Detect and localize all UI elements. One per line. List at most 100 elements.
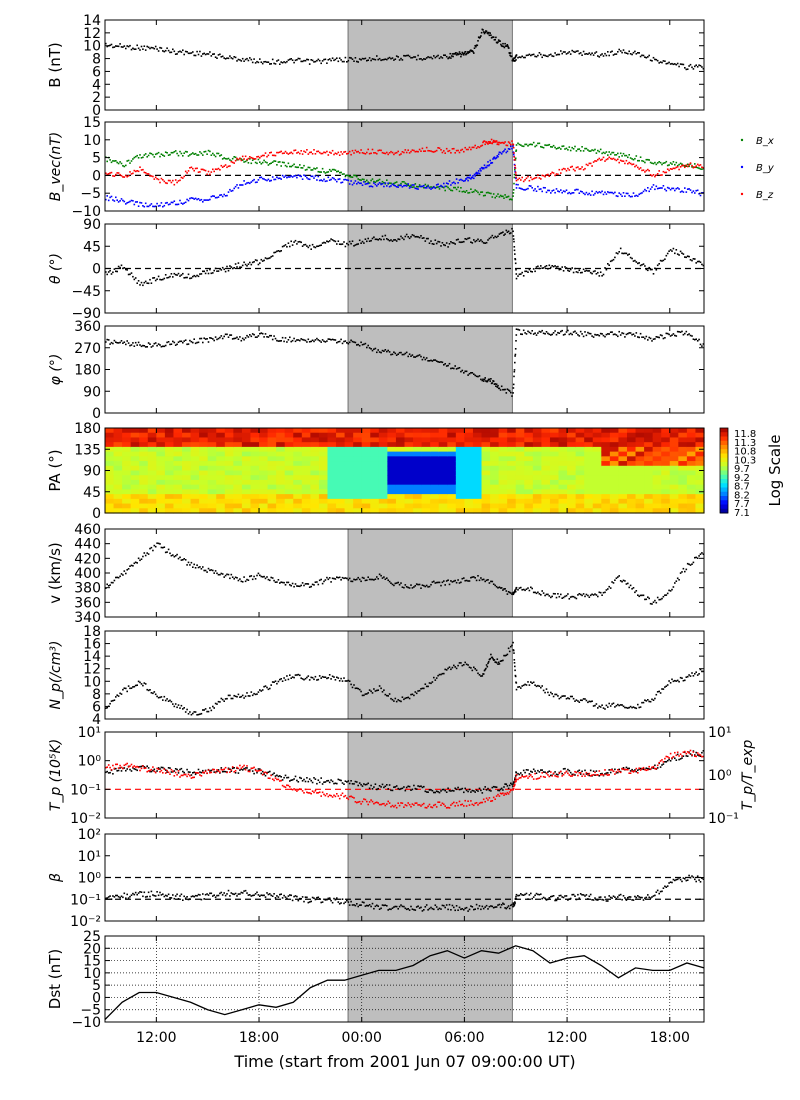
data-point bbox=[639, 332, 642, 335]
heatmap-cell bbox=[438, 442, 448, 448]
data-point bbox=[417, 236, 419, 238]
data-point bbox=[296, 59, 298, 61]
data-point bbox=[447, 667, 449, 670]
heatmap-cell bbox=[199, 437, 209, 443]
heatmap-cell bbox=[284, 484, 294, 490]
data-point bbox=[647, 168, 649, 171]
data-point bbox=[696, 557, 699, 559]
data-point bbox=[617, 195, 619, 198]
data-point bbox=[498, 141, 501, 144]
data-point bbox=[472, 50, 474, 53]
data-point bbox=[698, 338, 700, 341]
data-point bbox=[259, 332, 261, 335]
y-tick-label: −5 bbox=[80, 186, 101, 202]
heatmap-cell bbox=[395, 470, 406, 476]
data-point bbox=[483, 669, 486, 672]
data-point bbox=[469, 174, 471, 177]
data-point bbox=[314, 60, 317, 63]
heatmap-cell bbox=[241, 484, 252, 490]
data-point bbox=[394, 152, 397, 154]
data-point bbox=[317, 245, 320, 247]
data-point bbox=[194, 275, 197, 278]
data-point bbox=[481, 240, 484, 243]
heatmap-cell bbox=[156, 428, 166, 434]
heatmap-cell bbox=[669, 437, 679, 443]
data-point bbox=[510, 143, 512, 146]
data-point bbox=[136, 154, 138, 157]
heatmap-cell bbox=[455, 461, 465, 467]
data-point bbox=[597, 55, 599, 57]
heatmap-cell bbox=[472, 437, 483, 443]
data-point bbox=[160, 546, 163, 549]
data-point bbox=[507, 141, 510, 143]
heatmap-cell bbox=[686, 508, 697, 514]
heatmap-cell bbox=[267, 465, 277, 472]
data-point bbox=[126, 269, 128, 271]
data-point bbox=[414, 236, 417, 238]
data-point bbox=[622, 49, 625, 51]
data-point bbox=[370, 690, 372, 693]
heatmap-cell bbox=[575, 498, 585, 505]
data-point bbox=[368, 182, 371, 184]
data-point bbox=[656, 162, 659, 164]
data-point bbox=[119, 173, 121, 176]
heatmap-cell bbox=[250, 437, 260, 443]
data-point bbox=[567, 192, 569, 195]
data-point bbox=[511, 147, 513, 150]
data-point bbox=[569, 53, 572, 55]
data-point bbox=[411, 184, 414, 186]
heatmap-cell bbox=[618, 451, 628, 457]
data-point bbox=[336, 170, 338, 173]
data-point bbox=[440, 184, 442, 187]
data-point bbox=[237, 693, 240, 696]
data-point bbox=[274, 178, 277, 181]
heatmap-cell bbox=[378, 461, 388, 467]
data-point bbox=[331, 149, 334, 152]
data-point bbox=[599, 54, 602, 56]
data-point bbox=[604, 191, 606, 194]
heatmap-cell bbox=[344, 442, 354, 448]
data-point bbox=[535, 334, 538, 336]
data-point bbox=[360, 179, 362, 181]
heatmap-cell bbox=[695, 428, 705, 434]
heatmap-cell bbox=[207, 470, 217, 476]
data-point bbox=[350, 153, 352, 156]
data-point bbox=[203, 151, 205, 153]
data-point bbox=[166, 551, 168, 553]
data-point bbox=[183, 707, 185, 709]
heatmap-cell bbox=[105, 479, 115, 486]
data-point bbox=[621, 580, 623, 583]
data-point bbox=[634, 591, 636, 594]
data-point bbox=[450, 189, 452, 192]
data-point bbox=[401, 696, 404, 698]
data-point bbox=[437, 186, 439, 188]
data-point bbox=[177, 341, 180, 343]
data-point bbox=[550, 192, 552, 194]
heatmap-cell bbox=[515, 437, 525, 443]
data-point bbox=[410, 150, 412, 153]
data-point bbox=[192, 566, 194, 568]
colorbar-segment bbox=[720, 457, 728, 463]
data-point bbox=[156, 542, 158, 544]
data-point bbox=[368, 152, 371, 155]
data-point bbox=[560, 50, 562, 52]
data-point bbox=[254, 158, 257, 160]
data-point bbox=[669, 188, 672, 191]
data-point bbox=[387, 349, 389, 352]
heatmap-cell bbox=[661, 465, 671, 472]
data-point bbox=[169, 51, 171, 54]
data-point bbox=[279, 340, 281, 342]
data-point bbox=[645, 158, 648, 161]
heatmap-cell bbox=[567, 503, 577, 509]
data-point bbox=[558, 190, 561, 193]
heatmap-cell bbox=[327, 498, 337, 505]
data-point bbox=[487, 32, 489, 35]
data-point bbox=[502, 231, 504, 233]
data-point bbox=[632, 587, 635, 589]
heatmap-cell bbox=[130, 484, 140, 490]
data-point bbox=[398, 184, 401, 186]
data-point bbox=[361, 178, 364, 180]
data-point bbox=[463, 577, 465, 579]
data-point bbox=[572, 697, 575, 700]
data-point bbox=[624, 195, 626, 197]
